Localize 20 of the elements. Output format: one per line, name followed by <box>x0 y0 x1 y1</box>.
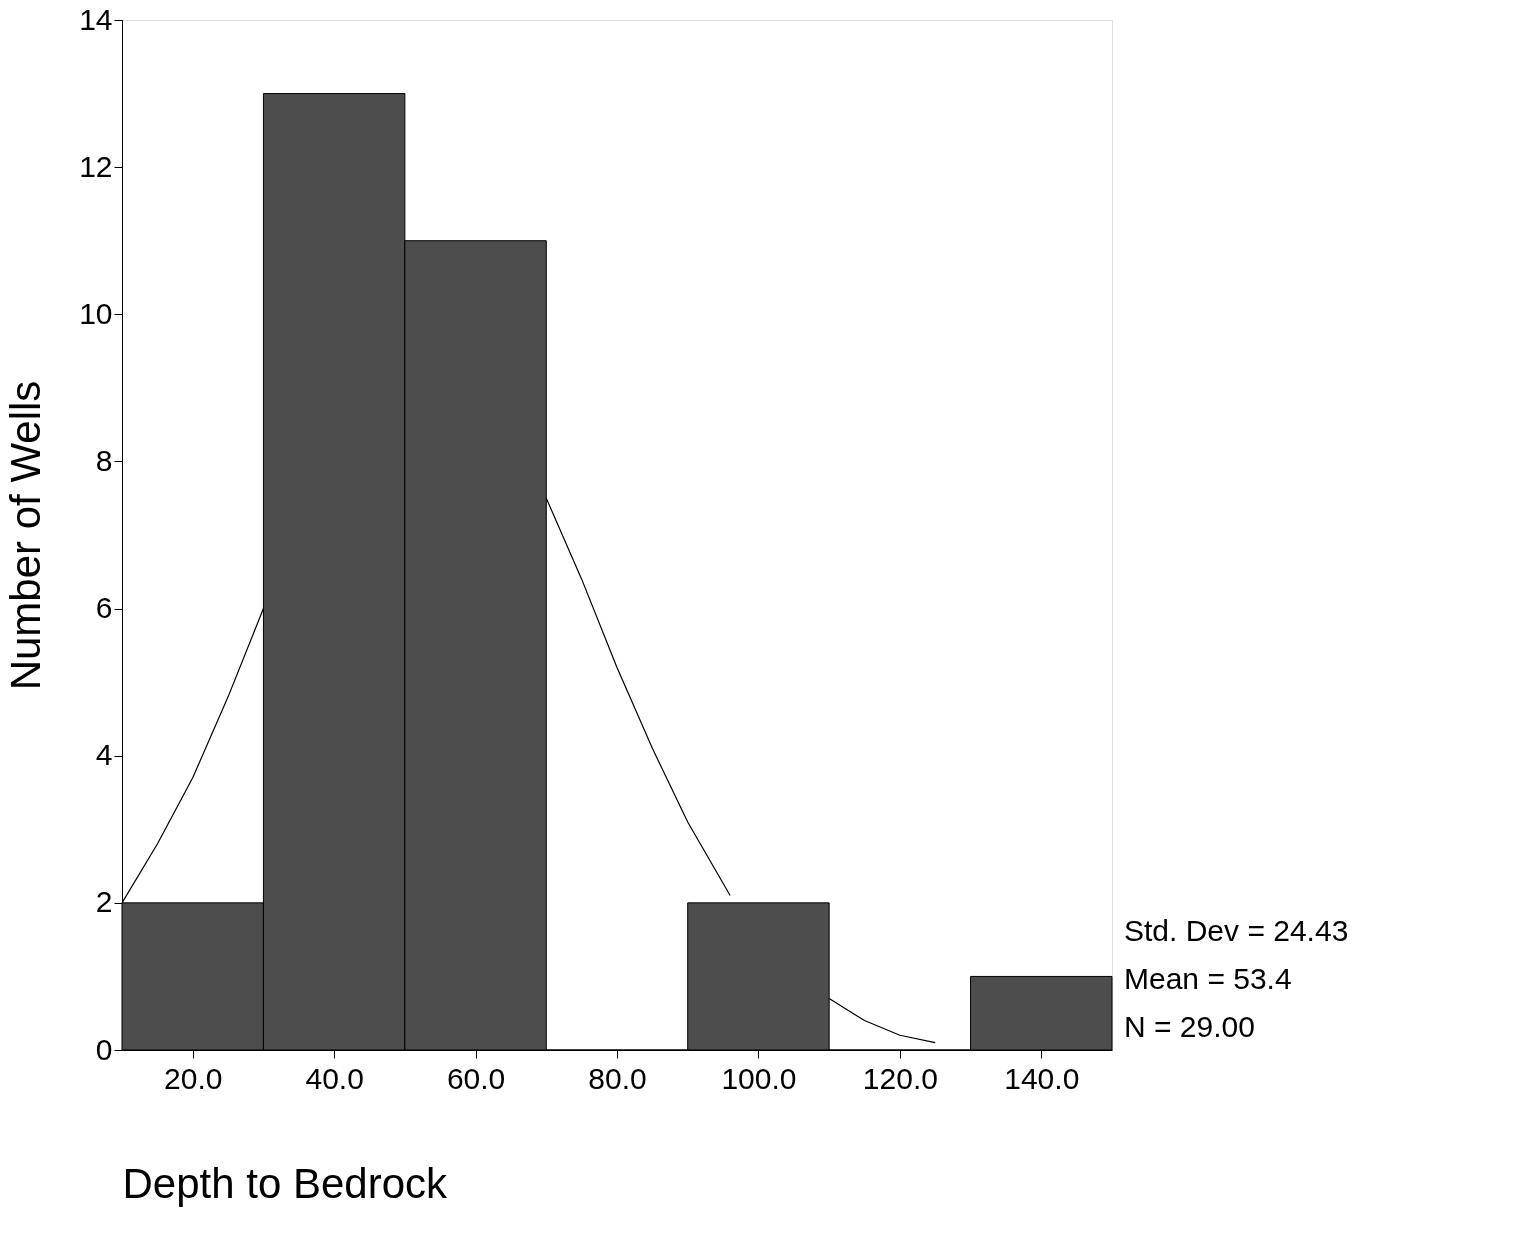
y-tick-label: 10 <box>79 296 113 330</box>
x-tick-label: 120.0 <box>862 1061 938 1095</box>
y-tick-label: 14 <box>79 2 113 36</box>
x-tick-label: 100.0 <box>721 1061 797 1095</box>
y-tick-label: 2 <box>95 885 113 919</box>
y-axis-title: Number of Wells <box>2 380 50 691</box>
x-tick-label: 40.0 <box>305 1061 364 1095</box>
y-tick-label: 12 <box>79 149 113 183</box>
y-tick-label: 6 <box>95 591 113 625</box>
y-tick-label: 8 <box>95 443 113 477</box>
text: Std. Dev = 24.43 <box>1124 914 1349 947</box>
x-tick-label: 20.0 <box>164 1061 223 1095</box>
y-tick-label: 0 <box>95 1032 113 1066</box>
x-axis-title: Depth to Bedrock <box>122 1159 449 1207</box>
x-tick-label: 60.0 <box>446 1061 506 1095</box>
x-tick-label: 80.0 <box>588 1061 647 1095</box>
text: Mean = 53.4 <box>1124 962 1292 995</box>
x-tick-label: 140.0 <box>1004 1061 1080 1095</box>
text: N = 29.00 <box>1124 1010 1255 1043</box>
y-tick-label: 4 <box>95 738 113 772</box>
